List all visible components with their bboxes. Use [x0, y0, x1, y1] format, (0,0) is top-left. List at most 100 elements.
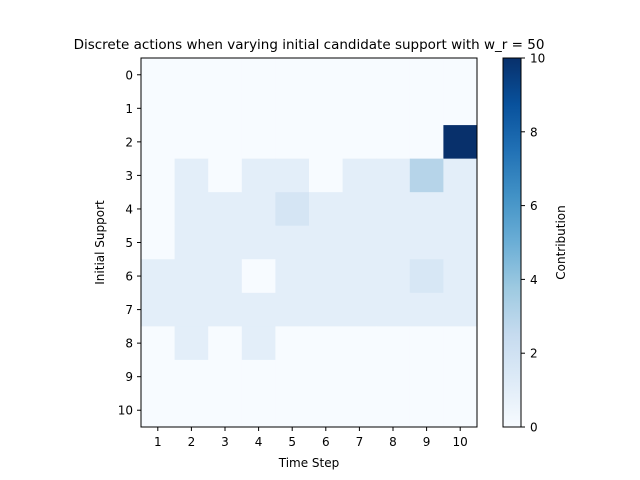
- x-tick-label: 7: [356, 435, 364, 449]
- heatmap-cell: [141, 359, 176, 394]
- heatmap-cell: [342, 259, 377, 294]
- colorbar-label: Contribution: [554, 205, 568, 280]
- heatmap-cell: [342, 158, 377, 193]
- heatmap-cell: [275, 326, 310, 361]
- heatmap-cell: [376, 158, 411, 193]
- heatmap-cell: [376, 91, 411, 126]
- colorbar-tick-label: 6: [530, 199, 538, 213]
- heatmap-cell: [443, 192, 478, 227]
- heatmap-cell: [241, 125, 276, 160]
- heatmap-cell: [208, 326, 243, 361]
- heatmap-cell: [208, 225, 243, 260]
- x-tick-label: 4: [255, 435, 263, 449]
- x-tick-label: 5: [288, 435, 296, 449]
- heatmap-cell: [141, 225, 176, 260]
- heatmap-cell: [376, 225, 411, 260]
- y-tick-label: 2: [125, 135, 133, 149]
- heatmap-cell: [409, 225, 444, 260]
- heatmap-cell: [241, 91, 276, 126]
- heatmap-cell: [275, 192, 310, 227]
- heatmap-cell: [275, 58, 310, 93]
- heatmap-cell: [241, 393, 276, 428]
- heatmap-cell: [208, 125, 243, 160]
- heatmap-cell: [275, 393, 310, 428]
- colorbar: [502, 57, 522, 428]
- heatmap-cell: [409, 393, 444, 428]
- heatmap-cell: [141, 91, 176, 126]
- heatmap-cell: [376, 259, 411, 294]
- heatmap-cell: [208, 292, 243, 327]
- heatmap-cell: [443, 91, 478, 126]
- heatmap-cell: [443, 259, 478, 294]
- heatmap-cell: [409, 326, 444, 361]
- heatmap-cell: [275, 292, 310, 327]
- heatmap-cell: [174, 158, 209, 193]
- heatmap-cell: [275, 259, 310, 294]
- heatmap-cell: [376, 125, 411, 160]
- heatmap-cell: [376, 292, 411, 327]
- heatmap-cell: [309, 259, 344, 294]
- heatmap-cell: [174, 225, 209, 260]
- heatmap-cell: [342, 125, 377, 160]
- heatmap-cells: [141, 58, 478, 428]
- heatmap-cell: [174, 359, 209, 394]
- chart-title: Discrete actions when varying initial ca…: [74, 37, 545, 53]
- heatmap-cell: [174, 259, 209, 294]
- heatmap-cell: [174, 326, 209, 361]
- y-tick-label: 6: [125, 270, 133, 284]
- heatmap-cell: [376, 393, 411, 428]
- heatmap-cell: [409, 158, 444, 193]
- y-tick-label: 1: [125, 102, 133, 116]
- colorbar-tick-label: 10: [530, 52, 545, 66]
- heatmap-cell: [342, 192, 377, 227]
- heatmap-cell: [409, 192, 444, 227]
- heatmap-cell: [208, 58, 243, 93]
- heatmap-cell: [342, 292, 377, 327]
- heatmap-cell: [241, 359, 276, 394]
- heatmap-cell: [275, 158, 310, 193]
- heatmap-cell: [241, 58, 276, 93]
- heatmap-cell: [141, 125, 176, 160]
- heatmap-cell: [174, 292, 209, 327]
- y-tick-label: 10: [118, 404, 133, 418]
- heatmap-cell: [275, 91, 310, 126]
- x-tick-label: 2: [188, 435, 196, 449]
- heatmap-cell: [376, 359, 411, 394]
- heatmap-cell: [141, 292, 176, 327]
- heatmap-cell: [443, 292, 478, 327]
- heatmap-cell: [309, 58, 344, 93]
- heatmap-cell: [141, 259, 176, 294]
- x-tick-label: 10: [453, 435, 468, 449]
- heatmap-cell: [342, 91, 377, 126]
- y-tick-label: 5: [125, 236, 133, 250]
- heatmap-cell: [309, 326, 344, 361]
- heatmap-cell: [208, 158, 243, 193]
- heatmap-cell: [409, 259, 444, 294]
- heatmap-cell: [309, 192, 344, 227]
- heatmap-cell: [376, 58, 411, 93]
- heatmap-cell: [241, 158, 276, 193]
- colorbar-ticks: 0 2 4 6 8 10: [521, 52, 545, 435]
- heatmap-cell: [376, 326, 411, 361]
- heatmap-cell: [309, 225, 344, 260]
- heatmap-cell: [174, 125, 209, 160]
- heatmap-cell: [409, 292, 444, 327]
- heatmap-cell: [141, 158, 176, 193]
- heatmap-cell: [275, 225, 310, 260]
- x-tick-label: 6: [322, 435, 330, 449]
- heatmap-cell: [208, 192, 243, 227]
- heatmap-cell: [174, 393, 209, 428]
- heatmap-cell: [443, 326, 478, 361]
- heatmap-cell: [376, 192, 411, 227]
- heatmap-cell: [174, 192, 209, 227]
- heatmap-cell: [208, 393, 243, 428]
- heatmap-cell: [443, 359, 478, 394]
- heatmap-cell: [241, 225, 276, 260]
- heatmap-cell: [409, 125, 444, 160]
- y-tick-label: 7: [125, 303, 133, 317]
- colorbar-tick-label: 4: [530, 273, 538, 287]
- heatmap-cell: [241, 292, 276, 327]
- heatmap-cell: [141, 326, 176, 361]
